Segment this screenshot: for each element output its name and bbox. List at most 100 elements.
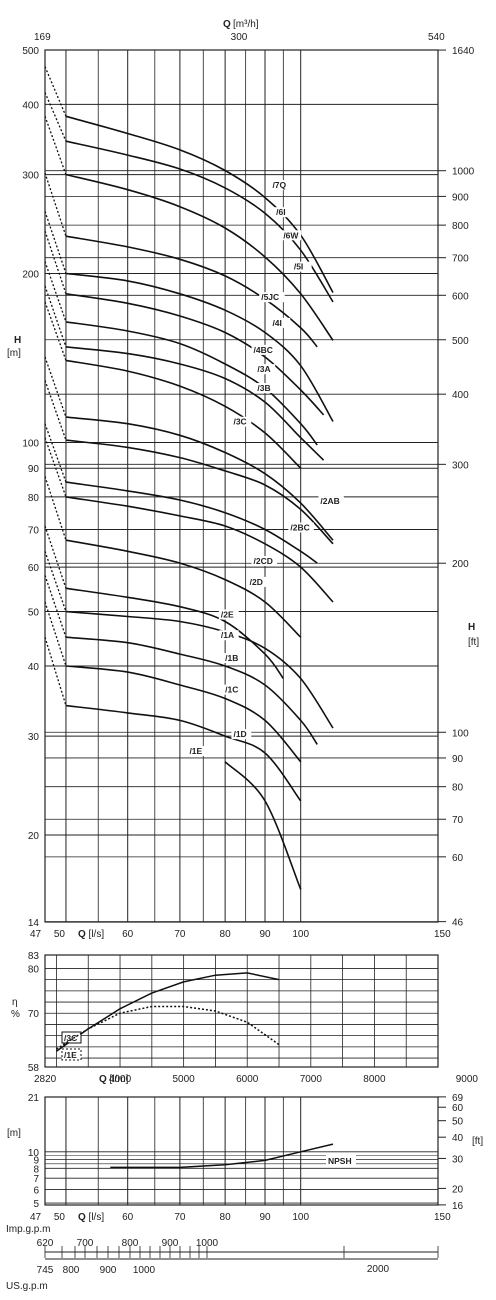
y-tick-label: 300 (22, 171, 39, 182)
curve-extension-6W (44, 116, 67, 175)
y-tick-label: 90 (28, 464, 40, 475)
y-tick-label: 40 (28, 662, 40, 673)
curve-4BC (65, 321, 318, 446)
imp-scale-tick-label: 900 (162, 1238, 179, 1249)
npsh-y-tick: 8 (33, 1164, 39, 1175)
curve-label-bg (270, 317, 291, 328)
y-tick-label: 100 (22, 439, 39, 450)
imp-scale-tick-label: 700 (77, 1238, 94, 1249)
npsh-y-tick: 21 (28, 1093, 40, 1104)
npsh-y2-tick: 20 (452, 1184, 464, 1195)
npsh-label: NPSH (328, 1156, 352, 1166)
y2-tick-label: 200 (452, 559, 469, 570)
npsh-y-tick: 6 (33, 1186, 39, 1197)
curve-label-bg (223, 684, 243, 695)
us-scale-label: US.g.p.m (6, 1281, 48, 1292)
x-axis-label-q: Q (78, 929, 86, 940)
y2-axis-unit: [ft] (468, 637, 479, 648)
curve-label: /2AB (320, 496, 339, 506)
eff-curve-1E (55, 1005, 280, 1050)
curve-3C (65, 416, 334, 541)
curve-extension-1C (44, 601, 67, 667)
curve-label: /2CD (254, 556, 273, 566)
eff-y-axis-unit: % (11, 1009, 20, 1020)
x-tick-label: 100 (292, 929, 309, 940)
y2-axis-label: H (468, 622, 475, 633)
y2-tick-label: 90 (452, 754, 464, 765)
npsh-y-tick: 5 (33, 1199, 39, 1210)
npsh-label-bg (326, 1155, 356, 1165)
npsh-y-tick: 7 (33, 1174, 39, 1185)
npsh-y2-tick: 50 (452, 1117, 464, 1128)
curve-extension-1D (44, 637, 67, 706)
us-scale-tick-label: 900 (100, 1265, 117, 1276)
curve-label: /6I (276, 207, 285, 217)
y2-tick-label: 700 (452, 254, 469, 265)
npsh-frame (44, 1096, 439, 1206)
curve-label-bg (218, 630, 239, 641)
curve-label-bg (255, 364, 276, 375)
curve-extension-1A (44, 551, 67, 612)
curve-label-bg (223, 652, 243, 663)
y2-tick-label: 70 (452, 815, 464, 826)
eff-legend-label: /3C (64, 1033, 77, 1043)
curve-3B (65, 359, 302, 469)
curve-2D (65, 539, 302, 638)
curve-2BC (65, 481, 318, 564)
npsh-y2-tick: 60 (452, 1103, 464, 1114)
curve-label-bg (270, 180, 291, 191)
y-tick-label: 200 (22, 269, 39, 280)
npsh-y2-tick: 40 (452, 1133, 464, 1144)
x-axis-label-unit: [l/s] (86, 929, 105, 940)
head-chart: 14 20 30 40 50 60 70 80 90 100 200 300 400 500 46 60 70 8… (7, 19, 479, 940)
plot-frame (44, 49, 439, 923)
curve-extension-2CD (44, 437, 67, 498)
curve-label: /2D (250, 577, 263, 587)
us-scale-tick-label: 1000 (133, 1265, 156, 1276)
y-tick-label: 400 (22, 100, 39, 111)
curve-1D (65, 704, 302, 802)
eff-x-tick: 6000 (236, 1074, 259, 1085)
eff-curve-3C (55, 972, 280, 1052)
y-axis-label: H (14, 335, 21, 346)
curve-label-bg (274, 207, 294, 218)
curve-label-bg (251, 556, 277, 567)
eff-legend-label: /1E (64, 1050, 77, 1060)
y2-tick-label: 500 (452, 336, 469, 347)
imp-scale-tick-label: 2000 (367, 1264, 390, 1275)
y-tick-label: 60 (28, 563, 40, 574)
npsh-y-tick: 10 (28, 1148, 40, 1159)
curve-extension-3A (44, 285, 67, 348)
eff-frame (44, 954, 439, 1068)
y-tick-label: 20 (28, 831, 40, 842)
curve-label-bg (318, 496, 344, 507)
eff-x-axis-q: Q (99, 1074, 107, 1085)
curve-label: /6W (283, 230, 299, 240)
x-tick-label: 80 (220, 929, 232, 940)
x2-tick-label: 300 (231, 32, 248, 43)
x-tick-label: 70 (174, 929, 186, 940)
x-tick-label: 60 (122, 929, 134, 940)
npsh-y2-tick: 30 (452, 1154, 464, 1165)
npsh-x-tick: 50 (54, 1212, 66, 1223)
npsh-x-axis-label: Q [l/s] (78, 1212, 104, 1223)
x-tick-label: 150 (434, 929, 451, 940)
curve-4I (65, 293, 325, 416)
curve-label-bg (231, 729, 252, 740)
npsh-y2-tick: 16 (452, 1201, 464, 1212)
curve-extension-4I (44, 230, 67, 295)
y2-tick-label: 800 (452, 221, 469, 232)
y2-tick-label: 1640 (452, 46, 475, 57)
curve-label-bg (251, 344, 277, 355)
npsh-x-axis-q: Q (78, 1212, 86, 1223)
curve-label: /2E (221, 609, 234, 619)
curve-extension-7Q (44, 66, 67, 117)
x2-axis-unit: [m³/h] (233, 19, 259, 30)
curve-3A (65, 346, 325, 461)
eff-legend-box (61, 1048, 82, 1061)
curve-extension-5JC (44, 211, 67, 274)
curve-label: /1D (233, 729, 246, 739)
curve-2AB (65, 439, 334, 545)
imp-scale-label: Imp.g.p.m (6, 1224, 50, 1235)
eff-x-axis-unit: [l/m] (107, 1074, 129, 1085)
